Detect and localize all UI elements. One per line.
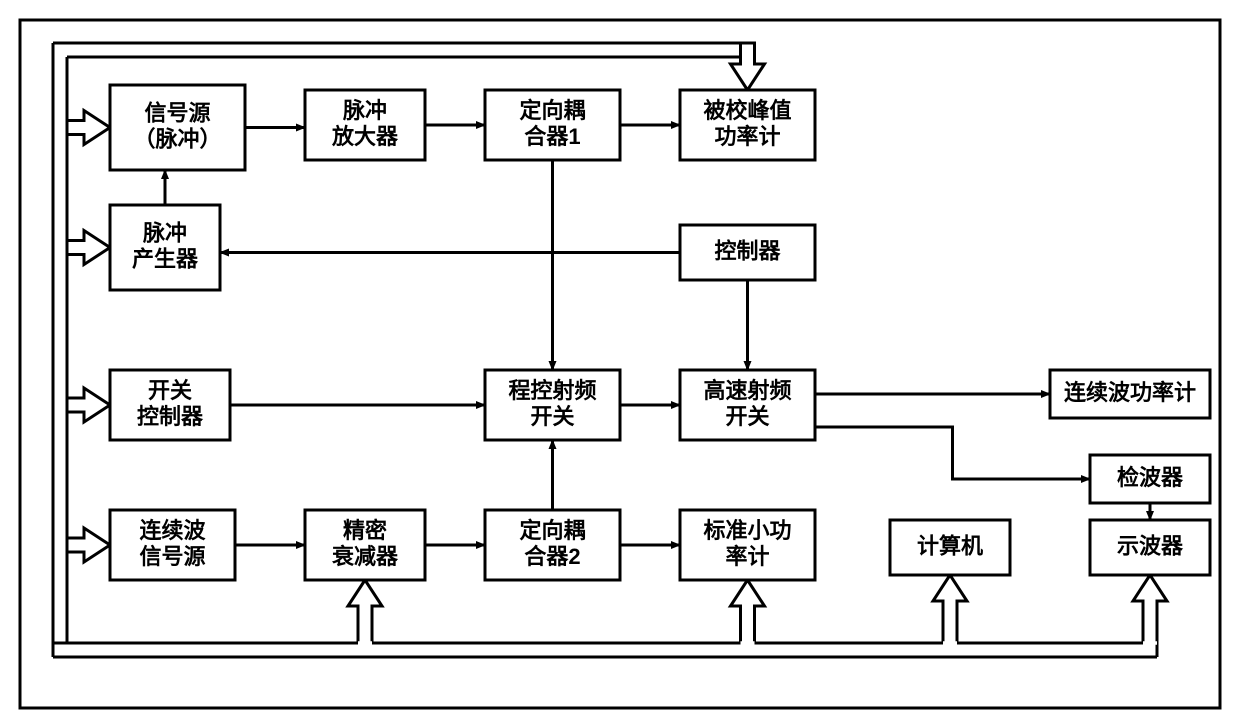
node-cwSrc: 连续波信号源 — [110, 510, 235, 580]
node-progSw: 程控射频开关 — [485, 370, 620, 440]
bus-arrow-right — [67, 528, 110, 562]
node-stdPM-label-0: 标准小功 — [703, 518, 791, 543]
node-stdPM: 标准小功率计 — [680, 510, 815, 580]
node-progSw-label-0: 程控射频 — [508, 378, 596, 403]
node-detector-label-0: 检波器 — [1117, 465, 1184, 490]
bus-arrow-right — [67, 231, 110, 265]
diagram-canvas: 信号源（脉冲）脉冲放大器定向耦合器1被校峰值功率计脉冲产生器控制器开关控制器程控… — [0, 0, 1240, 728]
node-coupler1-label-1: 合器1 — [524, 124, 580, 149]
bus-arrow-down — [731, 43, 765, 90]
node-pulseAmp-label-1: 放大器 — [331, 124, 399, 149]
node-pc-label-0: 计算机 — [917, 533, 983, 558]
node-swCtrl-label-0: 开关 — [148, 378, 192, 403]
node-atten: 精密衰减器 — [305, 510, 425, 580]
edge-hiSw-detector — [815, 427, 1090, 479]
node-hiSw: 高速射频开关 — [680, 370, 815, 440]
bus-arrow-up — [933, 575, 967, 643]
bus-arrow-up — [1133, 575, 1167, 643]
node-pulseAmp: 脉冲放大器 — [305, 90, 425, 160]
node-peakPM-label-1: 功率计 — [714, 124, 780, 149]
node-sigSrc: 信号源（脉冲） — [110, 85, 245, 170]
node-atten-label-1: 衰减器 — [331, 544, 399, 569]
node-peakPM: 被校峰值功率计 — [680, 90, 815, 160]
node-pc: 计算机 — [890, 520, 1010, 575]
bus-arrow-up — [731, 580, 765, 643]
node-atten-label-0: 精密 — [343, 518, 387, 543]
bus-arrow-right — [67, 111, 110, 145]
node-sigSrc-label-0: 信号源 — [144, 100, 210, 125]
node-hiSw-label-0: 高速射频 — [703, 378, 791, 403]
node-pulseGen-label-0: 脉冲 — [142, 220, 187, 245]
node-pulseGen-label-1: 产生器 — [132, 246, 199, 271]
node-swCtrl-label-1: 控制器 — [137, 404, 204, 429]
node-coupler1-label-0: 定向耦 — [519, 98, 585, 123]
node-peakPM-label-0: 被校峰值 — [703, 98, 791, 123]
node-scope-label-0: 示波器 — [1117, 533, 1184, 558]
node-progSw-label-1: 开关 — [530, 404, 574, 429]
bus-arrow-right — [67, 388, 110, 422]
node-coupler2-label-1: 合器2 — [524, 544, 580, 569]
node-pulseGen: 脉冲产生器 — [110, 205, 220, 290]
node-coupler2: 定向耦合器2 — [485, 510, 620, 580]
node-ctrl-label-0: 控制器 — [714, 238, 781, 263]
node-pulseAmp-label-0: 脉冲 — [342, 98, 387, 123]
node-sigSrc-label-1: （脉冲） — [133, 126, 221, 151]
node-cwSrc-label-0: 连续波 — [139, 518, 206, 543]
node-cwSrc-label-1: 信号源 — [139, 544, 205, 569]
node-cwPM-label-0: 连续波功率计 — [1064, 380, 1196, 405]
node-coupler1: 定向耦合器1 — [485, 90, 620, 160]
node-swCtrl: 开关控制器 — [110, 370, 230, 440]
node-coupler2-label-0: 定向耦 — [519, 518, 585, 543]
node-ctrl: 控制器 — [680, 225, 815, 280]
node-scope: 示波器 — [1090, 520, 1210, 575]
node-detector: 检波器 — [1090, 455, 1210, 503]
node-stdPM-label-1: 率计 — [725, 544, 769, 569]
bus-arrow-up — [348, 580, 382, 643]
node-hiSw-label-1: 开关 — [725, 404, 769, 429]
node-cwPM: 连续波功率计 — [1050, 370, 1210, 418]
